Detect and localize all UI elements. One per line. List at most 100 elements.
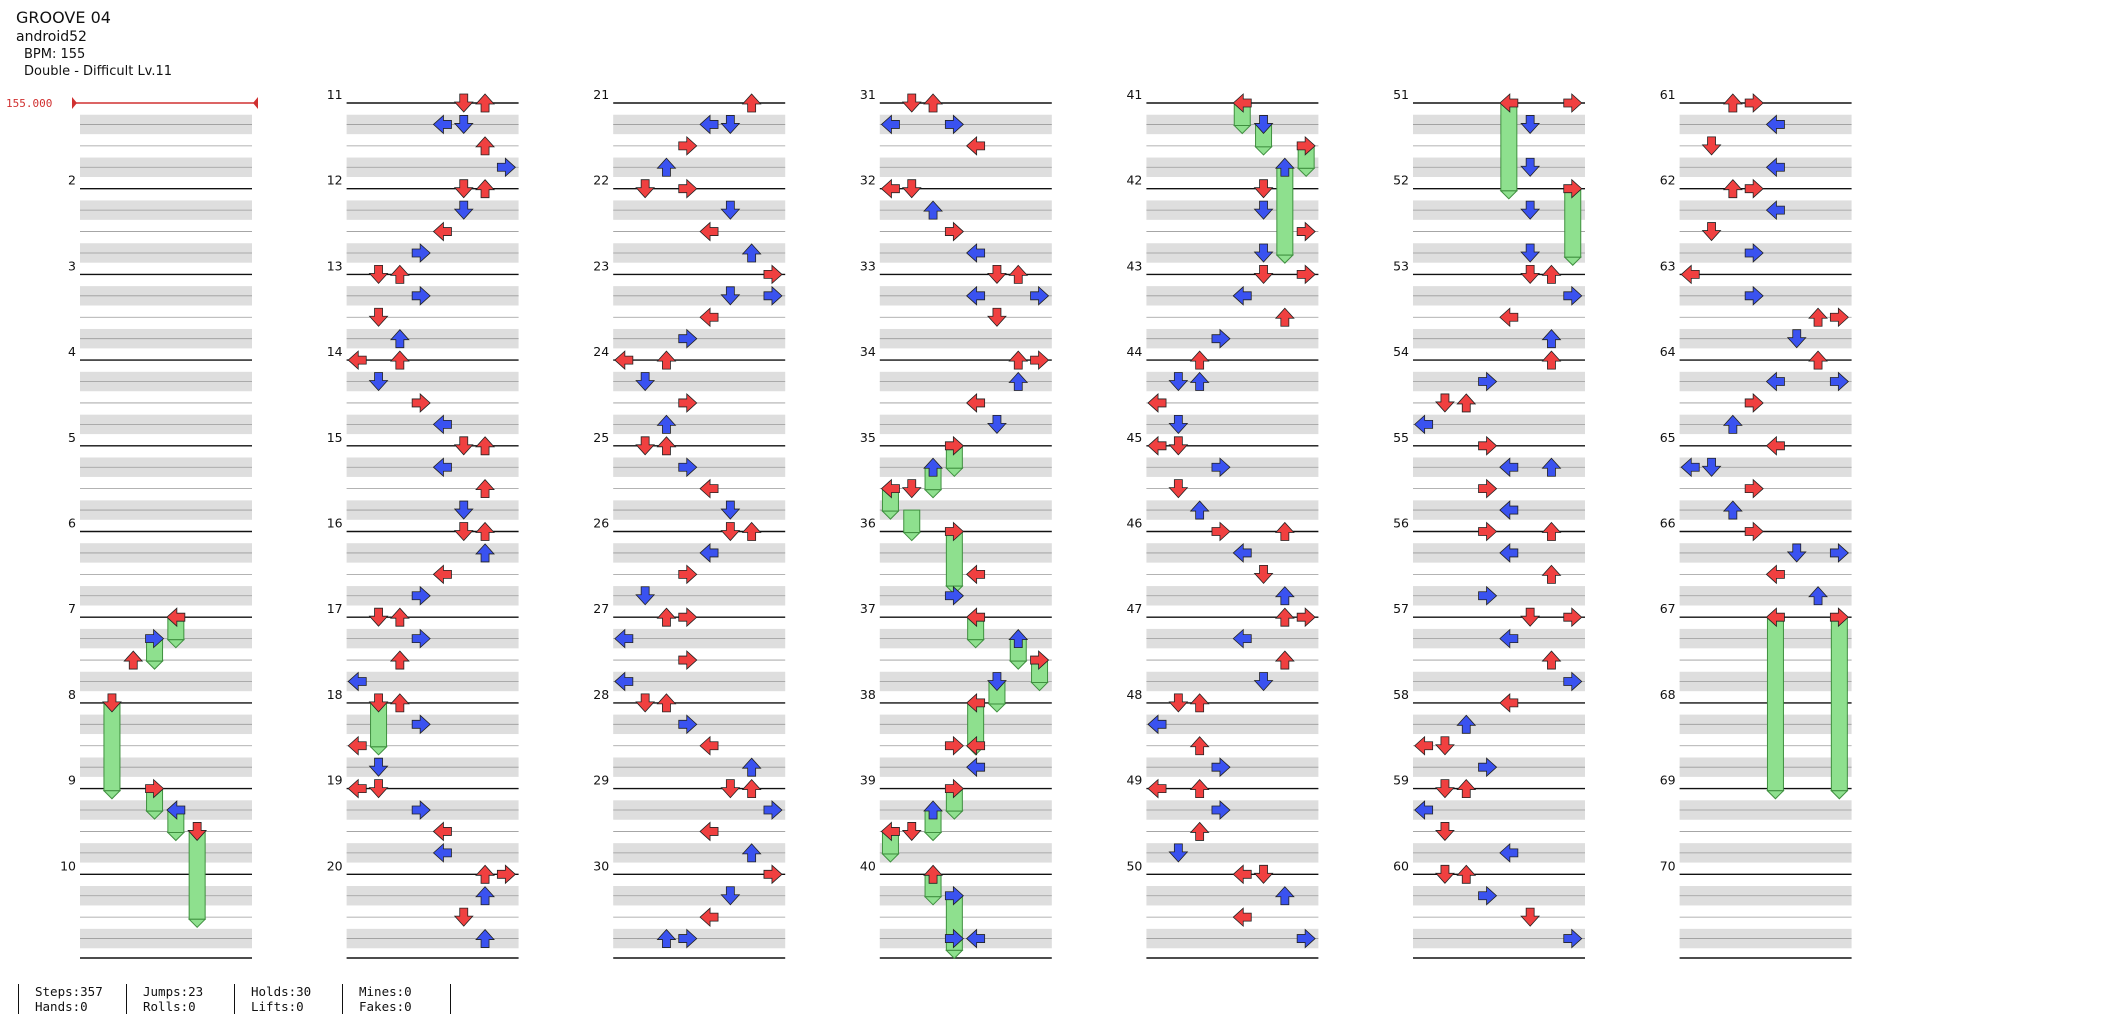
- right-arrow-icon: [1563, 928, 1583, 949]
- up-arrow-icon: [475, 543, 495, 563]
- stats-jumps-rolls: Jumps:23 Rolls:0: [126, 984, 203, 1014]
- left-arrow-icon: [1147, 714, 1167, 735]
- measure-number: 70: [1660, 858, 1676, 873]
- up-arrow-icon: [656, 436, 677, 456]
- bpm-flag-right: [253, 97, 258, 109]
- measure-number: 26: [593, 516, 609, 531]
- left-arrow-icon: [1680, 264, 1700, 285]
- left-arrow-icon: [699, 478, 719, 499]
- right-arrow-icon: [1744, 478, 1764, 499]
- measure-number: 35: [860, 430, 876, 445]
- down-arrow-icon: [720, 522, 741, 542]
- down-arrow-icon: [720, 115, 741, 135]
- up-arrow-icon: [656, 350, 677, 370]
- up-arrow-icon: [656, 157, 677, 177]
- down-arrow-icon: [901, 179, 922, 199]
- left-arrow-icon: [880, 178, 900, 199]
- measure-number: 62: [1660, 173, 1676, 188]
- measure-number: 54: [1393, 344, 1409, 359]
- down-arrow-icon: [1701, 457, 1722, 477]
- measure-number: 48: [1126, 687, 1142, 702]
- hold-tail: [1830, 790, 1849, 800]
- up-arrow-icon: [1541, 350, 1562, 370]
- measure-number: 37: [860, 601, 876, 616]
- left-arrow-icon: [966, 757, 986, 778]
- down-arrow-icon: [1253, 200, 1274, 220]
- right-arrow-icon: [678, 328, 698, 349]
- hold-tail: [1030, 682, 1049, 692]
- down-arrow-icon: [1253, 179, 1274, 199]
- measure-number: 47: [1126, 601, 1142, 616]
- down-arrow-icon: [453, 522, 474, 542]
- right-arrow-icon: [1829, 371, 1849, 392]
- hold-body: [103, 702, 121, 792]
- right-arrow-icon: [763, 285, 783, 306]
- measure-number: 19: [327, 773, 343, 788]
- right-arrow-icon: [1296, 135, 1316, 156]
- left-arrow-icon: [880, 114, 900, 135]
- right-arrow-icon: [1744, 521, 1764, 542]
- right-arrow-icon: [1563, 93, 1583, 113]
- left-arrow-icon: [966, 928, 986, 949]
- left-arrow-icon: [1765, 564, 1785, 585]
- stats-mines-fakes: Mines:0 Fakes:0: [342, 984, 412, 1014]
- down-arrow-icon: [368, 779, 389, 799]
- up-arrow-icon: [475, 436, 495, 456]
- rolls-count: Rolls:0: [143, 999, 196, 1014]
- song-title: GROOVE 04: [16, 8, 111, 27]
- bpm-change-label: 155.000: [6, 97, 52, 110]
- down-arrow-icon: [1701, 136, 1722, 156]
- right-arrow-icon: [1211, 521, 1231, 542]
- measure-number: 36: [860, 516, 876, 531]
- measure-number: 13: [327, 258, 343, 273]
- down-arrow-icon: [720, 779, 741, 799]
- up-arrow-icon: [923, 800, 943, 820]
- up-arrow-icon: [475, 886, 495, 906]
- down-arrow-icon: [635, 436, 656, 456]
- right-arrow-icon: [1211, 457, 1231, 478]
- left-arrow-icon: [966, 135, 986, 156]
- right-arrow-icon: [1563, 671, 1583, 692]
- measure-number: 63: [1660, 258, 1676, 273]
- up-arrow-icon: [389, 329, 410, 349]
- left-arrow-icon: [1499, 628, 1519, 649]
- left-arrow-icon: [347, 735, 367, 756]
- up-arrow-icon: [923, 200, 943, 220]
- left-arrow-icon: [432, 414, 452, 435]
- up-arrow-icon: [1541, 564, 1562, 584]
- left-arrow-icon: [1499, 543, 1519, 563]
- right-arrow-icon: [411, 585, 431, 606]
- measure-number: 67: [1660, 601, 1676, 616]
- up-arrow-icon: [656, 693, 677, 713]
- hold-tail: [881, 853, 900, 863]
- left-arrow-icon: [1232, 628, 1252, 649]
- up-arrow-icon: [1722, 414, 1743, 434]
- right-arrow-icon: [944, 521, 964, 542]
- down-arrow-icon: [1168, 693, 1189, 713]
- measure-number: 27: [593, 601, 609, 616]
- down-arrow-icon: [635, 372, 656, 392]
- measure-number: 69: [1660, 773, 1676, 788]
- up-arrow-icon: [123, 650, 144, 670]
- up-arrow-icon: [1808, 350, 1828, 370]
- measure-number: 31: [860, 87, 876, 102]
- measure-number: 6: [68, 516, 76, 531]
- up-arrow-icon: [475, 136, 495, 156]
- left-arrow-icon: [1147, 778, 1167, 799]
- measure-number: 60: [1393, 858, 1409, 873]
- down-arrow-icon: [453, 93, 474, 113]
- right-arrow-icon: [678, 607, 698, 628]
- right-arrow-icon: [145, 628, 165, 649]
- left-arrow-icon: [966, 393, 986, 413]
- measure-number: 9: [68, 773, 76, 788]
- down-arrow-icon: [1435, 393, 1455, 413]
- right-arrow-icon: [944, 435, 964, 456]
- down-arrow-icon: [1253, 115, 1274, 135]
- measure-number: 5: [68, 430, 76, 445]
- left-arrow-icon: [699, 307, 719, 328]
- right-arrow-icon: [411, 285, 431, 306]
- hold-tail: [923, 489, 943, 499]
- left-arrow-icon: [1414, 735, 1434, 756]
- left-arrow-icon: [966, 243, 986, 263]
- left-arrow-icon: [699, 907, 719, 928]
